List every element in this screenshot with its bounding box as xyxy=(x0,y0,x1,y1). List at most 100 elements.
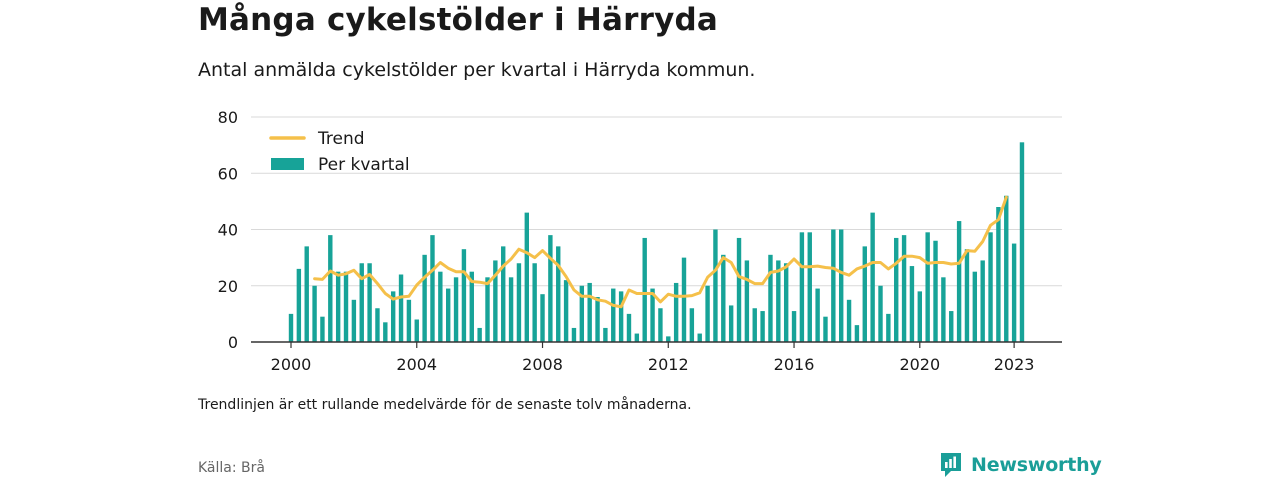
bar xyxy=(485,277,490,342)
bar xyxy=(815,288,820,342)
bar xyxy=(406,299,412,342)
bar xyxy=(438,271,443,342)
bar xyxy=(799,232,805,342)
trend-line-group xyxy=(313,195,1008,309)
bar xyxy=(571,327,577,342)
bar xyxy=(626,313,632,342)
x-tick-label: 2012 xyxy=(648,355,689,374)
bar xyxy=(477,327,482,342)
x-tick-label: 2004 xyxy=(396,355,437,374)
bar xyxy=(713,229,718,342)
bar xyxy=(846,299,852,342)
bar xyxy=(972,271,978,342)
bar xyxy=(823,316,828,342)
newsworthy-logo[interactable]: Newsworthy xyxy=(939,451,1102,479)
bar xyxy=(949,311,954,342)
bar xyxy=(721,254,726,342)
chart-title: Många cykelstölder i Härryda xyxy=(198,2,719,38)
bar xyxy=(1011,243,1017,342)
bar xyxy=(611,288,616,342)
bar xyxy=(375,308,380,342)
bar xyxy=(697,333,702,342)
bar xyxy=(508,277,514,342)
bar xyxy=(430,235,435,342)
legend-bar-swatch xyxy=(271,158,304,170)
bar xyxy=(1004,195,1009,342)
bar xyxy=(878,285,883,342)
bar xyxy=(807,232,812,342)
bar xyxy=(501,246,506,342)
bar xyxy=(901,235,907,342)
bars-per-kvartal xyxy=(288,142,1025,342)
bar xyxy=(996,207,1001,342)
bar xyxy=(666,336,671,342)
bar xyxy=(925,232,930,342)
newsworthy-icon xyxy=(941,453,961,477)
bar xyxy=(532,263,537,342)
bar xyxy=(705,285,710,342)
y-tick-label: 80 xyxy=(218,108,238,127)
bar xyxy=(839,229,844,342)
bar xyxy=(556,246,561,342)
bar xyxy=(414,319,419,342)
bar xyxy=(320,316,325,342)
bar xyxy=(563,280,569,342)
trend-line xyxy=(313,195,1008,309)
bar xyxy=(831,229,836,342)
bar xyxy=(351,299,357,342)
y-tick-label: 0 xyxy=(228,333,238,352)
bar xyxy=(736,237,742,342)
bar xyxy=(650,288,655,342)
gridlines xyxy=(251,116,1062,287)
bar xyxy=(1019,142,1025,342)
bar xyxy=(587,282,592,342)
bar xyxy=(728,305,734,342)
bar xyxy=(548,235,553,342)
bar xyxy=(446,288,451,342)
y-tick-label: 20 xyxy=(218,277,238,296)
bar xyxy=(618,291,624,342)
bar xyxy=(343,271,349,342)
bar xyxy=(383,322,388,342)
bar xyxy=(689,308,695,342)
bar xyxy=(634,333,640,342)
bar xyxy=(493,260,498,342)
bar xyxy=(422,254,427,342)
bar xyxy=(296,268,302,342)
legend-trend-label: Trend xyxy=(317,129,365,149)
bar xyxy=(956,221,962,342)
bar xyxy=(988,232,993,342)
bar xyxy=(335,271,341,342)
bar xyxy=(579,285,585,342)
legend: Trend Per kvartal xyxy=(269,129,410,175)
bar xyxy=(524,212,529,342)
bar xyxy=(909,266,915,342)
bar xyxy=(854,325,860,342)
bar xyxy=(367,263,372,342)
bar xyxy=(776,260,781,342)
bar xyxy=(964,249,970,342)
bar xyxy=(917,291,922,342)
source-label: Källa: Brå xyxy=(198,460,265,476)
bar xyxy=(540,294,545,342)
bar xyxy=(673,282,679,342)
bar xyxy=(398,274,404,342)
x-tick-label: 2008 xyxy=(522,355,563,374)
bar xyxy=(603,327,608,342)
x-tick-label: 2016 xyxy=(774,355,815,374)
bar xyxy=(894,237,899,342)
bar xyxy=(886,313,891,342)
bar xyxy=(681,257,687,342)
chart-subtitle: Antal anmälda cykelstölder per kvartal i… xyxy=(198,59,756,81)
bar xyxy=(469,271,474,342)
trend-footnote: Trendlinjen är ett rullande medelvärde f… xyxy=(198,397,692,413)
x-tick-label: 2020 xyxy=(899,355,940,374)
bar xyxy=(288,313,294,342)
bar xyxy=(760,311,765,342)
y-tick-labels: 0 20 40 60 80 xyxy=(218,108,238,352)
bar xyxy=(980,260,985,342)
bar xyxy=(461,249,467,342)
bar xyxy=(791,311,797,342)
x-tick-label: 2023 xyxy=(994,355,1035,374)
bar xyxy=(304,246,309,342)
